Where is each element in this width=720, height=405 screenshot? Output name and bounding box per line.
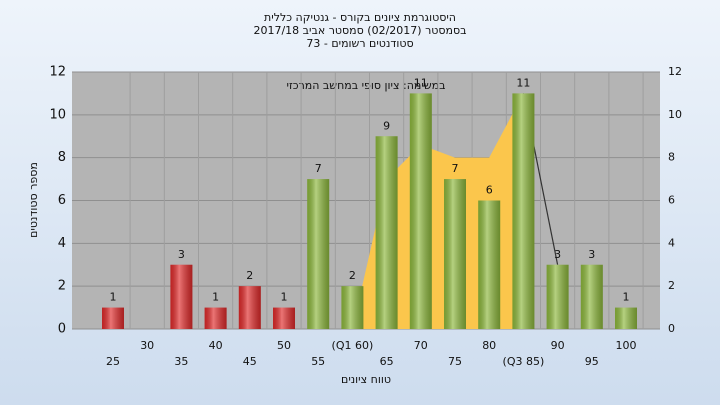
title-line: סטודנטים רשומים - 73 — [306, 37, 413, 50]
x-tick-label: 25 — [106, 355, 120, 368]
bar-shine — [409, 93, 432, 330]
x-axis-label: טווח ציונים — [341, 373, 391, 386]
y2-tick-label: 12 — [668, 65, 682, 78]
y-tick-label: 0 — [58, 322, 66, 337]
value-label: 3 — [178, 248, 185, 261]
value-label: 1 — [281, 291, 288, 304]
x-tick-label: 40 — [209, 339, 223, 352]
value-label: 1 — [110, 291, 117, 304]
bar-shine — [341, 286, 364, 329]
bar-shine — [444, 179, 466, 329]
value-label: 2 — [349, 269, 356, 282]
x-tick-label: 35 — [174, 355, 188, 368]
y2-tick-label: 2 — [668, 279, 675, 292]
x-tick-label: 75 — [448, 355, 462, 368]
bar-shine — [580, 264, 603, 329]
value-label: 3 — [588, 248, 595, 261]
x-tick-label: 30 — [140, 339, 154, 352]
bar-shine — [375, 136, 398, 329]
value-label: 11 — [414, 76, 428, 89]
bar-shine — [546, 264, 569, 329]
value-label: 9 — [383, 119, 390, 132]
value-label: 1 — [212, 291, 219, 304]
value-label: 2 — [246, 269, 253, 282]
y-tick-label: 12 — [49, 65, 66, 80]
bar-shine — [102, 307, 124, 329]
title-line: בסמסטר (02/2017) סמסטר אביב 2017/18 — [253, 24, 466, 37]
y-tick-label: 10 — [49, 107, 66, 122]
bar-shine — [238, 286, 261, 329]
y2-tick-label: 8 — [668, 151, 675, 164]
value-label: 6 — [486, 184, 493, 197]
y-tick-label: 8 — [58, 150, 66, 165]
value-label: 3 — [554, 248, 561, 261]
y-tick-label: 6 — [58, 193, 66, 208]
value-label: 7 — [452, 162, 459, 175]
x-tick-label: 55 — [311, 355, 325, 368]
bar-shine — [307, 179, 330, 329]
x-tick-label: (Q3 85) — [503, 355, 545, 368]
value-label: 7 — [315, 162, 322, 175]
value-label: 1 — [623, 291, 630, 304]
y-axis-label: מספר סטודנטים — [27, 162, 40, 238]
bar-shine — [204, 307, 227, 329]
x-tick-label: 90 — [551, 339, 565, 352]
bar-shine — [478, 200, 501, 329]
y-tick-label: 4 — [58, 236, 66, 251]
y-tick-label: 2 — [58, 279, 66, 294]
bar-shine — [170, 264, 193, 329]
title-line: היסטוגרמת ציונים בקורס - גנטיקה כללית — [264, 11, 456, 24]
y2-tick-label: 4 — [668, 236, 675, 249]
x-tick-label: 100 — [616, 339, 637, 352]
bar-shine — [615, 307, 637, 329]
x-tick-label: 50 — [277, 339, 291, 352]
y2-tick-label: 10 — [668, 108, 682, 121]
bar-shine — [273, 307, 295, 329]
y2-tick-label: 0 — [668, 322, 675, 335]
x-tick-label: 80 — [482, 339, 496, 352]
x-tick-label: 70 — [414, 339, 428, 352]
x-tick-label: (Q1 60) — [332, 339, 374, 352]
value-label: 11 — [516, 76, 530, 89]
x-tick-label: 95 — [585, 355, 599, 368]
bar-shine — [512, 93, 535, 330]
y2-tick-label: 6 — [668, 194, 675, 207]
annotation: במשימה: ציון סופי במחשב המרכזי — [286, 79, 445, 92]
x-tick-label: 45 — [243, 355, 257, 368]
x-tick-label: 65 — [380, 355, 394, 368]
